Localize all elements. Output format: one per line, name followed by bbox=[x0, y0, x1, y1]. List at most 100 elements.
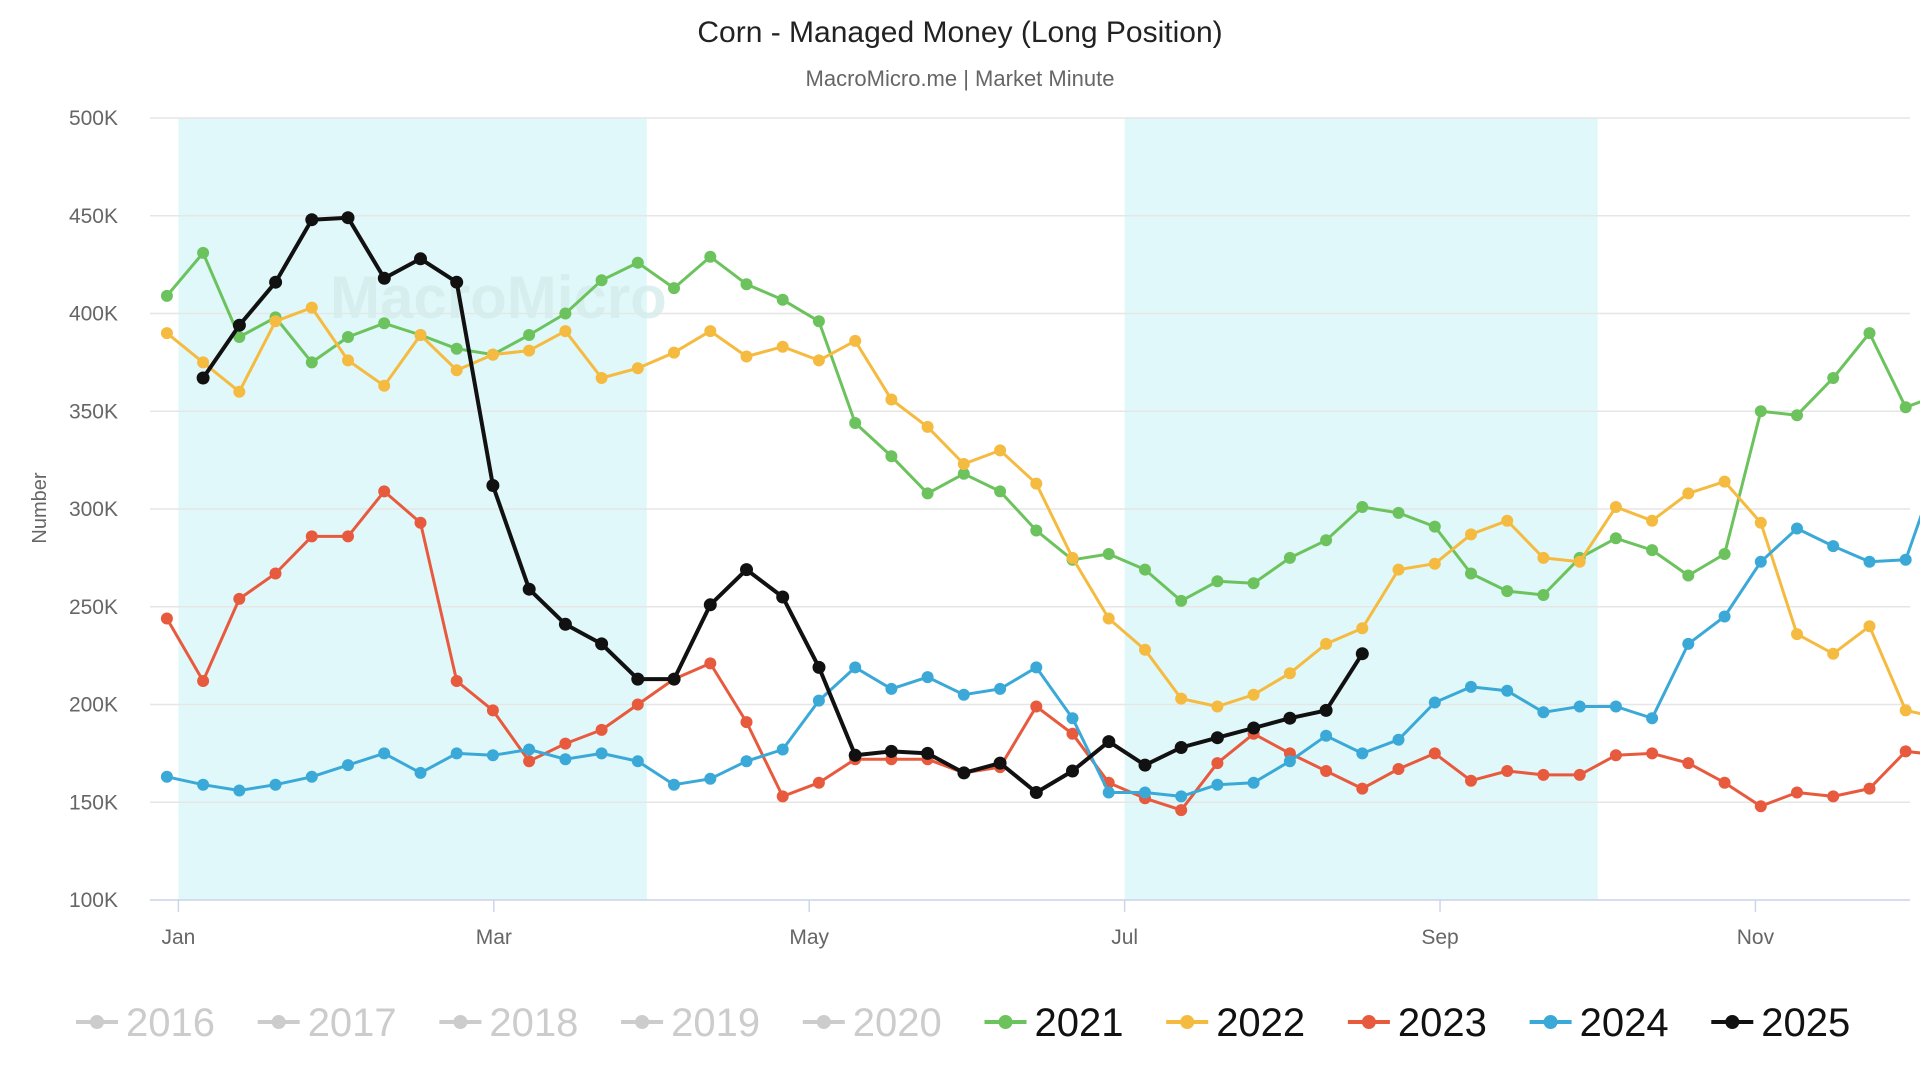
data-point-2022 bbox=[1356, 622, 1369, 635]
legend-item-2024[interactable]: 2024 bbox=[1529, 1001, 1669, 1045]
data-point-2021 bbox=[849, 417, 862, 429]
data-point-2024 bbox=[305, 770, 318, 783]
data-point-2023 bbox=[1791, 786, 1803, 799]
data-point-2022 bbox=[1863, 620, 1876, 633]
data-point-2025 bbox=[667, 672, 681, 686]
data-point-2024 bbox=[1356, 747, 1369, 760]
data-point-2022 bbox=[921, 420, 934, 433]
data-point-2024 bbox=[1211, 778, 1224, 791]
data-point-2025 bbox=[993, 756, 1007, 770]
data-point-2024 bbox=[1465, 680, 1477, 693]
data-point-2024 bbox=[1537, 706, 1550, 719]
data-point-2021 bbox=[668, 282, 680, 295]
legend-item-2025[interactable]: 2025 bbox=[1711, 1001, 1850, 1045]
data-point-2022 bbox=[885, 393, 898, 406]
data-point-2025 bbox=[740, 563, 753, 577]
data-point-2021 bbox=[812, 315, 825, 328]
x-tick-label: Mar bbox=[476, 926, 512, 949]
data-point-2025 bbox=[341, 211, 355, 225]
data-point-2024 bbox=[378, 747, 391, 760]
data-point-2022 bbox=[414, 329, 427, 341]
legend-label: 2016 bbox=[126, 1001, 215, 1045]
data-point-2023 bbox=[1863, 782, 1876, 795]
legend-item-2022[interactable]: 2022 bbox=[1166, 1001, 1305, 1045]
data-point-2023 bbox=[269, 567, 282, 580]
data-point-2022 bbox=[704, 325, 717, 338]
data-point-2022 bbox=[1283, 667, 1296, 680]
data-point-2024 bbox=[233, 784, 246, 797]
data-point-2023 bbox=[631, 698, 644, 711]
data-point-2022 bbox=[1682, 487, 1695, 500]
legend-item-2019[interactable]: 2019 bbox=[621, 1001, 760, 1045]
data-point-2024 bbox=[486, 749, 499, 762]
data-point-2022 bbox=[559, 325, 572, 338]
data-point-2025 bbox=[558, 617, 572, 631]
data-point-2024 bbox=[595, 747, 608, 760]
data-point-2022 bbox=[233, 385, 246, 398]
legend-item-2017[interactable]: 2017 bbox=[257, 1001, 397, 1045]
data-point-2023 bbox=[414, 516, 427, 529]
y-axis-label: Number bbox=[29, 472, 51, 543]
data-point-2025 bbox=[595, 637, 609, 651]
x-tick-label: May bbox=[789, 926, 829, 949]
data-point-2023 bbox=[1609, 749, 1622, 762]
data-point-2025 bbox=[1283, 711, 1297, 725]
legend-symbol-dot bbox=[635, 1015, 650, 1029]
legend-label: 2025 bbox=[1761, 1001, 1850, 1045]
data-point-2022 bbox=[1791, 628, 1803, 641]
data-point-2021 bbox=[1102, 548, 1115, 560]
data-point-2023 bbox=[704, 657, 717, 670]
legend-symbol-dot bbox=[453, 1015, 468, 1029]
legend-item-2016[interactable]: 2016 bbox=[76, 1001, 215, 1045]
data-point-2021 bbox=[631, 256, 644, 269]
data-point-2021 bbox=[704, 250, 717, 263]
data-point-2022 bbox=[1030, 477, 1043, 490]
data-point-2022 bbox=[1718, 475, 1731, 488]
data-point-2022 bbox=[486, 348, 499, 361]
data-point-2021 bbox=[994, 485, 1007, 498]
legend-symbol-dot bbox=[271, 1015, 286, 1029]
data-point-2023 bbox=[523, 755, 536, 768]
y-tick-label: 450K bbox=[69, 205, 118, 228]
data-point-2023 bbox=[486, 704, 499, 717]
data-point-2024 bbox=[414, 766, 427, 779]
data-point-2024 bbox=[197, 778, 210, 791]
legend-label: 2019 bbox=[671, 1001, 760, 1045]
legend-item-2023[interactable]: 2023 bbox=[1347, 1001, 1487, 1045]
data-point-2023 bbox=[1718, 776, 1731, 789]
data-point-2024 bbox=[1175, 790, 1188, 803]
legend-item-2021[interactable]: 2021 bbox=[984, 1001, 1124, 1045]
legend-label: 2017 bbox=[308, 1001, 397, 1045]
data-point-2022 bbox=[1899, 704, 1912, 717]
data-point-2021 bbox=[776, 293, 789, 306]
x-tick-label: Jan bbox=[161, 926, 195, 949]
data-point-2021 bbox=[1356, 501, 1369, 513]
data-point-2022 bbox=[523, 344, 536, 357]
data-point-2025 bbox=[776, 590, 790, 604]
y-tick-label: 200K bbox=[69, 694, 118, 717]
data-point-2023 bbox=[1066, 727, 1079, 740]
data-point-2021 bbox=[1899, 401, 1912, 414]
legend-item-2020[interactable]: 2020 bbox=[802, 1001, 942, 1045]
data-point-2024 bbox=[812, 694, 825, 707]
data-point-2025 bbox=[1174, 741, 1188, 754]
data-point-2024 bbox=[1283, 755, 1296, 768]
data-point-2022 bbox=[1827, 647, 1840, 660]
data-point-2024 bbox=[1066, 712, 1079, 725]
series-line-2022 bbox=[165, 306, 1920, 716]
legend-item-2018[interactable]: 2018 bbox=[439, 1001, 578, 1045]
data-point-2025 bbox=[631, 672, 645, 686]
data-point-2021 bbox=[1827, 372, 1840, 384]
data-point-2024 bbox=[1247, 776, 1260, 789]
x-tick-label: Sep bbox=[1421, 926, 1458, 949]
data-point-2021 bbox=[342, 331, 354, 343]
data-point-2023 bbox=[1646, 747, 1659, 760]
data-point-2021 bbox=[450, 342, 463, 355]
data-point-2024 bbox=[1501, 684, 1514, 697]
data-point-2021 bbox=[523, 329, 536, 341]
data-point-2022 bbox=[1754, 516, 1767, 529]
data-point-2022 bbox=[269, 315, 282, 328]
data-point-2022 bbox=[1139, 643, 1151, 656]
legend-symbol-dot bbox=[998, 1015, 1013, 1029]
data-point-2025 bbox=[1102, 735, 1116, 749]
